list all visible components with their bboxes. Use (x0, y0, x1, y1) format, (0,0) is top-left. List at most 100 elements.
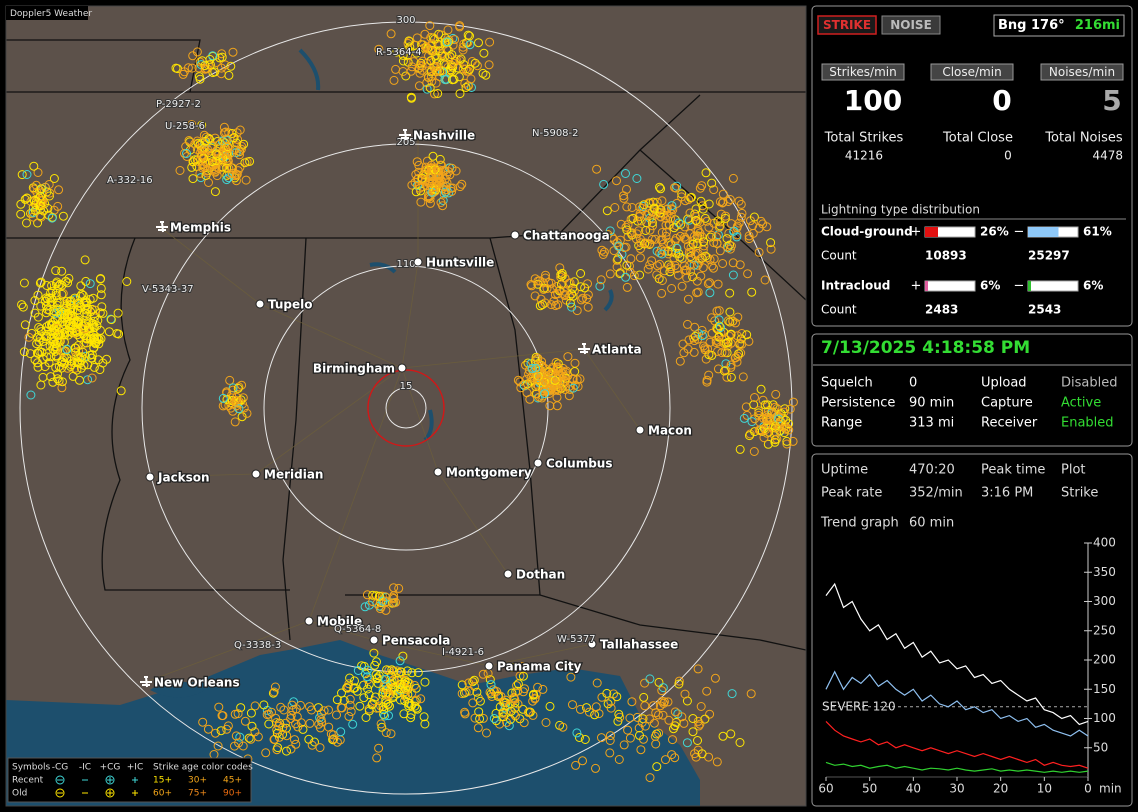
strike-symbol (236, 703, 246, 713)
info-field: Squelch (821, 376, 873, 391)
strike-symbol (414, 81, 424, 91)
strike-symbol (425, 21, 435, 31)
strike-symbol (538, 373, 548, 383)
strike-symbol (87, 353, 97, 363)
strike-symbol (726, 729, 736, 739)
range-ring (19, 21, 793, 795)
strike-symbol (612, 692, 622, 702)
strike-symbol (578, 756, 587, 766)
strike-symbol (431, 67, 441, 77)
strike-symbol (742, 410, 752, 420)
strike-symbol (410, 701, 420, 711)
strike-symbol (223, 143, 232, 153)
distribution-title: Lightning type distribution (821, 203, 980, 217)
strike-symbol (234, 738, 244, 748)
strike-symbol (720, 348, 730, 358)
strike-symbol (743, 269, 753, 279)
strike-symbol (17, 300, 27, 310)
strike-symbol (374, 44, 384, 54)
strike-symbol (433, 89, 443, 98)
airport-icon (578, 343, 590, 355)
strike-symbol (531, 355, 541, 365)
strike-symbol (380, 592, 390, 602)
strike-symbol (615, 235, 625, 245)
strike-symbol (279, 705, 289, 715)
strike-symbol (733, 331, 742, 341)
info-panel: 7/13/2025 4:18:58 PM Squelch 0 Upload Disabl… (811, 333, 1133, 447)
strike-symbol (622, 225, 632, 235)
city-label: Macon (648, 424, 692, 438)
strike-symbol (642, 211, 652, 220)
strike-symbol (324, 705, 333, 715)
strike-symbol (575, 374, 585, 384)
strike-symbol (666, 264, 676, 274)
strike-symbol (538, 684, 548, 694)
strike-symbol (87, 350, 97, 360)
strike-symbol (70, 293, 80, 303)
strike-symbol (187, 162, 197, 172)
strike-layer (16, 21, 798, 783)
strike-symbol (627, 203, 637, 212)
city-label: Jackson (157, 471, 210, 485)
percent-label: 26% (980, 225, 1009, 239)
lake (150, 681, 205, 698)
city-label: Meridian (264, 468, 323, 482)
strike-symbol (183, 63, 193, 73)
strike-symbol (758, 219, 768, 229)
strike-symbol (626, 254, 636, 264)
strike-symbol (216, 726, 226, 736)
strike-symbol (632, 229, 642, 239)
strike-symbol (368, 590, 378, 600)
range-rings: 15 110 205 300 (19, 14, 793, 795)
strike-symbol (637, 203, 647, 213)
strike-symbol (29, 161, 39, 171)
stats-field: Strike (1061, 486, 1098, 501)
strike-button[interactable] (817, 15, 877, 35)
bar (925, 227, 938, 237)
city-dot (587, 639, 597, 649)
strike-symbol (227, 168, 237, 178)
strike-symbol (182, 152, 192, 161)
strike-symbol (713, 364, 723, 374)
strike-symbol (552, 392, 562, 402)
strike-symbol (685, 229, 695, 239)
strike-symbol (54, 330, 64, 340)
strike-symbol (45, 341, 55, 351)
strike-symbol (677, 281, 687, 291)
rate-header-box (930, 63, 1014, 81)
info-field: Capture (981, 396, 1033, 411)
station-label: Q-5364-8 (334, 624, 381, 635)
strike-symbol (530, 274, 540, 284)
strike-symbol (316, 715, 326, 725)
strike-symbol (784, 425, 794, 435)
legend-age: 60+ (153, 789, 172, 799)
strike-symbol (65, 297, 75, 306)
strike-symbol (495, 702, 505, 712)
strike-symbol (621, 169, 630, 178)
strike-symbol (721, 359, 731, 369)
strike-symbol (33, 312, 43, 322)
sign: − (1014, 279, 1025, 294)
legend-label: Strike age color codes (153, 763, 253, 773)
strike-symbol (319, 706, 329, 716)
legend-symbol (105, 775, 115, 785)
strike-symbol (605, 269, 615, 279)
strike-symbol (545, 701, 555, 711)
strike-symbol (502, 717, 512, 727)
strike-symbol (465, 64, 474, 74)
strike-symbol (541, 270, 550, 280)
strike-symbol (398, 50, 408, 60)
station-label: I-4921-6 (442, 647, 484, 658)
strike-symbol (472, 61, 482, 71)
sign: − (1014, 225, 1025, 240)
strike-symbol (742, 330, 752, 340)
strike-symbol (636, 238, 646, 248)
total-value: 41216 (845, 149, 883, 163)
noise-button[interactable] (881, 15, 941, 35)
strike-symbol (182, 149, 191, 158)
strike-symbol (580, 283, 590, 293)
strike-symbol (732, 223, 742, 233)
strike-symbol (455, 182, 465, 192)
strike-symbol (694, 258, 704, 268)
strike-symbol (383, 690, 393, 700)
